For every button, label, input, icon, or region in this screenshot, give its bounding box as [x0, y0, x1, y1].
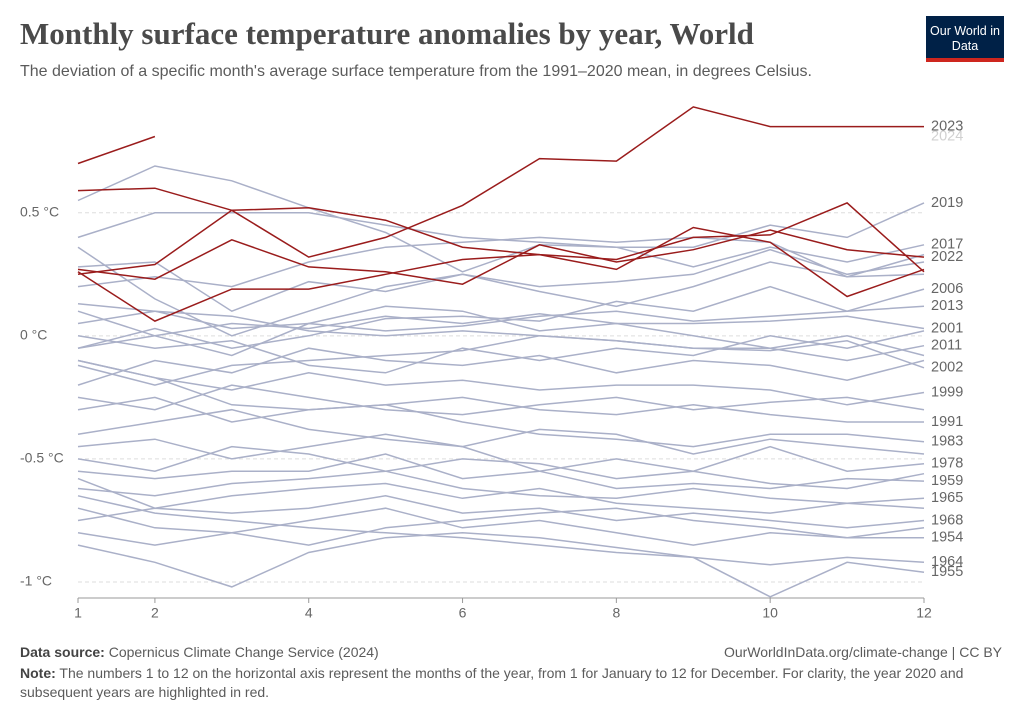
- series-label: 1959: [931, 473, 963, 489]
- series-line: [77, 453, 925, 490]
- series-label: 2006: [931, 281, 963, 297]
- series-label: 1983: [931, 434, 963, 450]
- series-label: 2013: [931, 298, 963, 314]
- x-tick-label: 10: [762, 605, 778, 621]
- chart-subtitle: The deviation of a specific month's aver…: [20, 63, 812, 80]
- series-line: [77, 347, 925, 386]
- series-line: [77, 495, 925, 529]
- series-label: 2001: [931, 320, 963, 336]
- series-line: [77, 226, 925, 322]
- series-label: 1955: [931, 564, 963, 580]
- series-line: [77, 507, 925, 546]
- logo[interactable]: Our World in Data: [926, 16, 1004, 62]
- series-line: [77, 532, 925, 598]
- series-label: 1991: [931, 414, 963, 430]
- note: Note: The numbers 1 to 12 on the horizon…: [20, 664, 1000, 702]
- series-line: [77, 202, 925, 248]
- x-tick-label: 4: [305, 605, 313, 621]
- y-tick-label: 0 °C: [20, 327, 47, 343]
- x-tick-label: 12: [916, 605, 932, 621]
- series-line: [77, 246, 925, 337]
- note-text: The numbers 1 to 12 on the horizontal ax…: [20, 665, 964, 700]
- series-line: [77, 285, 925, 349]
- series-line: [77, 330, 925, 374]
- series-line: [77, 187, 925, 273]
- series-line: [77, 303, 925, 369]
- x-tick-label: 6: [459, 605, 467, 621]
- series-line: [77, 384, 925, 416]
- series-line: [77, 477, 925, 514]
- chart: 0.5 °C0 °C-0.5 °C-1 °C1 2 4 6 8 10 12201920172…: [20, 106, 963, 621]
- series-line: [77, 335, 925, 386]
- x-tick-label: 8: [612, 605, 620, 621]
- series-line: [77, 305, 925, 357]
- chart-title: Monthly surface temperature anomalies by…: [20, 16, 754, 51]
- series-line: [77, 408, 925, 455]
- series-label: 2017: [931, 237, 963, 253]
- series-label: 1978: [931, 456, 963, 472]
- y-tick-label: -1 °C: [20, 573, 52, 589]
- note-label: Note:: [20, 665, 56, 681]
- series-label: 2024: [931, 128, 963, 144]
- series-line: [77, 396, 924, 423]
- y-tick-label: -0.5 °C: [20, 450, 64, 466]
- source: Data source: Copernicus Climate Change S…: [20, 644, 379, 660]
- source-link[interactable]: OurWorldInData.org/climate-change | CC B…: [723, 644, 1002, 660]
- x-tick-label: 1: [74, 605, 82, 621]
- series-line: [77, 229, 925, 285]
- series-label: 1999: [931, 384, 963, 400]
- series-label: 1954: [931, 530, 963, 546]
- series-line: [77, 106, 924, 276]
- series-label: 1964: [931, 554, 963, 570]
- series-line: [77, 507, 924, 546]
- source-label: Data source:: [20, 644, 105, 660]
- series-line: [77, 135, 156, 165]
- y-tick-label: 0.5 °C: [20, 203, 59, 219]
- series-label: 1965: [931, 490, 963, 506]
- series-line: [77, 359, 925, 406]
- x-tick-label: 2: [151, 605, 159, 621]
- series-line: [77, 312, 925, 349]
- series-line: [77, 433, 925, 472]
- series-line: [77, 248, 925, 313]
- series-label: 2019: [931, 195, 963, 211]
- series-label: 1968: [931, 512, 963, 528]
- series-label: 2023: [931, 118, 963, 134]
- series-line: [77, 445, 925, 490]
- series-label: 2022: [931, 249, 963, 265]
- series-line: [77, 165, 925, 273]
- series-line: [77, 495, 925, 566]
- series-label: 2011: [931, 338, 962, 354]
- series-line: [77, 470, 925, 504]
- source-text: Copernicus Climate Change Service (2024): [108, 644, 379, 660]
- series-line: [77, 359, 925, 448]
- series-label: 2002: [931, 360, 963, 376]
